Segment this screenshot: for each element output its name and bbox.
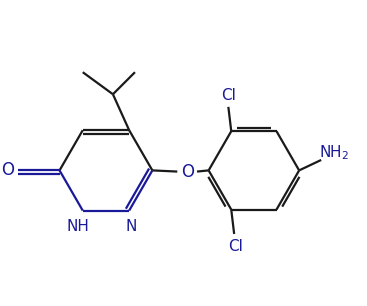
Text: O: O bbox=[1, 161, 14, 179]
Text: NH$_2$: NH$_2$ bbox=[319, 144, 349, 162]
Text: Cl: Cl bbox=[221, 88, 236, 103]
Text: NH: NH bbox=[67, 219, 90, 234]
Text: O: O bbox=[181, 162, 194, 181]
Text: N: N bbox=[126, 219, 137, 234]
Text: Cl: Cl bbox=[228, 239, 243, 254]
